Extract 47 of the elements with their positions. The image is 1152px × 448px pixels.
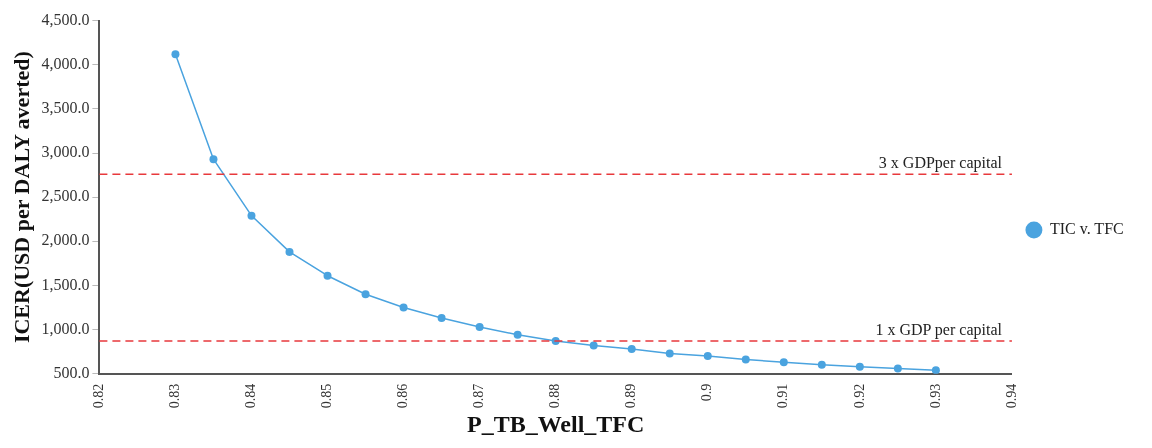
ref-line-label: 3 x GDPper capital — [878, 154, 1003, 173]
x-tick-label: 0.9 — [699, 383, 715, 402]
x-tick-label: 0.91 — [775, 383, 791, 409]
y-tick-label: 3,000.0 — [41, 143, 90, 161]
y-tick-label: 3,500.0 — [41, 99, 90, 117]
x-tick-label: 0.94 — [1003, 383, 1019, 409]
x-tick-label: 0.93 — [927, 383, 943, 409]
point — [247, 211, 256, 220]
point — [741, 355, 750, 364]
y-tick-label: 500.0 — [53, 363, 90, 381]
y-axis-title: ICER(USD per DALY averted) — [8, 51, 34, 344]
point — [703, 352, 712, 361]
point — [589, 341, 598, 350]
point — [627, 344, 636, 353]
x-tick-label: 0.87 — [471, 383, 487, 409]
x-tick-label: 0.92 — [851, 383, 867, 409]
point — [931, 366, 940, 374]
x-tick-label: 0.85 — [319, 383, 335, 409]
point — [323, 271, 332, 280]
point — [285, 247, 294, 256]
point — [209, 155, 218, 164]
point — [855, 362, 864, 371]
legend-label: TIC v. TFC — [1049, 220, 1124, 238]
point — [779, 358, 788, 367]
ref-line-label: 1 x GDP per capital — [875, 321, 1003, 340]
y-tick-label: 2,500.0 — [41, 187, 90, 205]
point — [893, 364, 902, 373]
x-tick-label: 0.82 — [91, 383, 107, 409]
point — [665, 349, 674, 358]
y-tick-label: 4,500.0 — [41, 10, 90, 28]
y-tick-label: 4,000.0 — [41, 54, 90, 72]
point — [817, 360, 826, 369]
point — [475, 322, 484, 331]
x-tick-label: 0.84 — [243, 383, 259, 409]
y-tick-label: 1,000.0 — [41, 319, 90, 337]
x-axis-title: P_TB_Well_TFC — [466, 410, 645, 437]
x-tick-label: 0.88 — [547, 383, 563, 409]
y-tick-label: 2,000.0 — [41, 231, 90, 249]
point — [399, 303, 408, 312]
point — [437, 314, 446, 323]
point — [361, 290, 370, 299]
x-tick-label: 0.89 — [623, 383, 639, 409]
point — [513, 330, 522, 339]
x-tick-label: 0.86 — [395, 383, 411, 409]
y-tick-label: 1,500.0 — [41, 275, 90, 293]
x-tick-label: 0.83 — [167, 383, 183, 409]
point — [171, 50, 180, 59]
